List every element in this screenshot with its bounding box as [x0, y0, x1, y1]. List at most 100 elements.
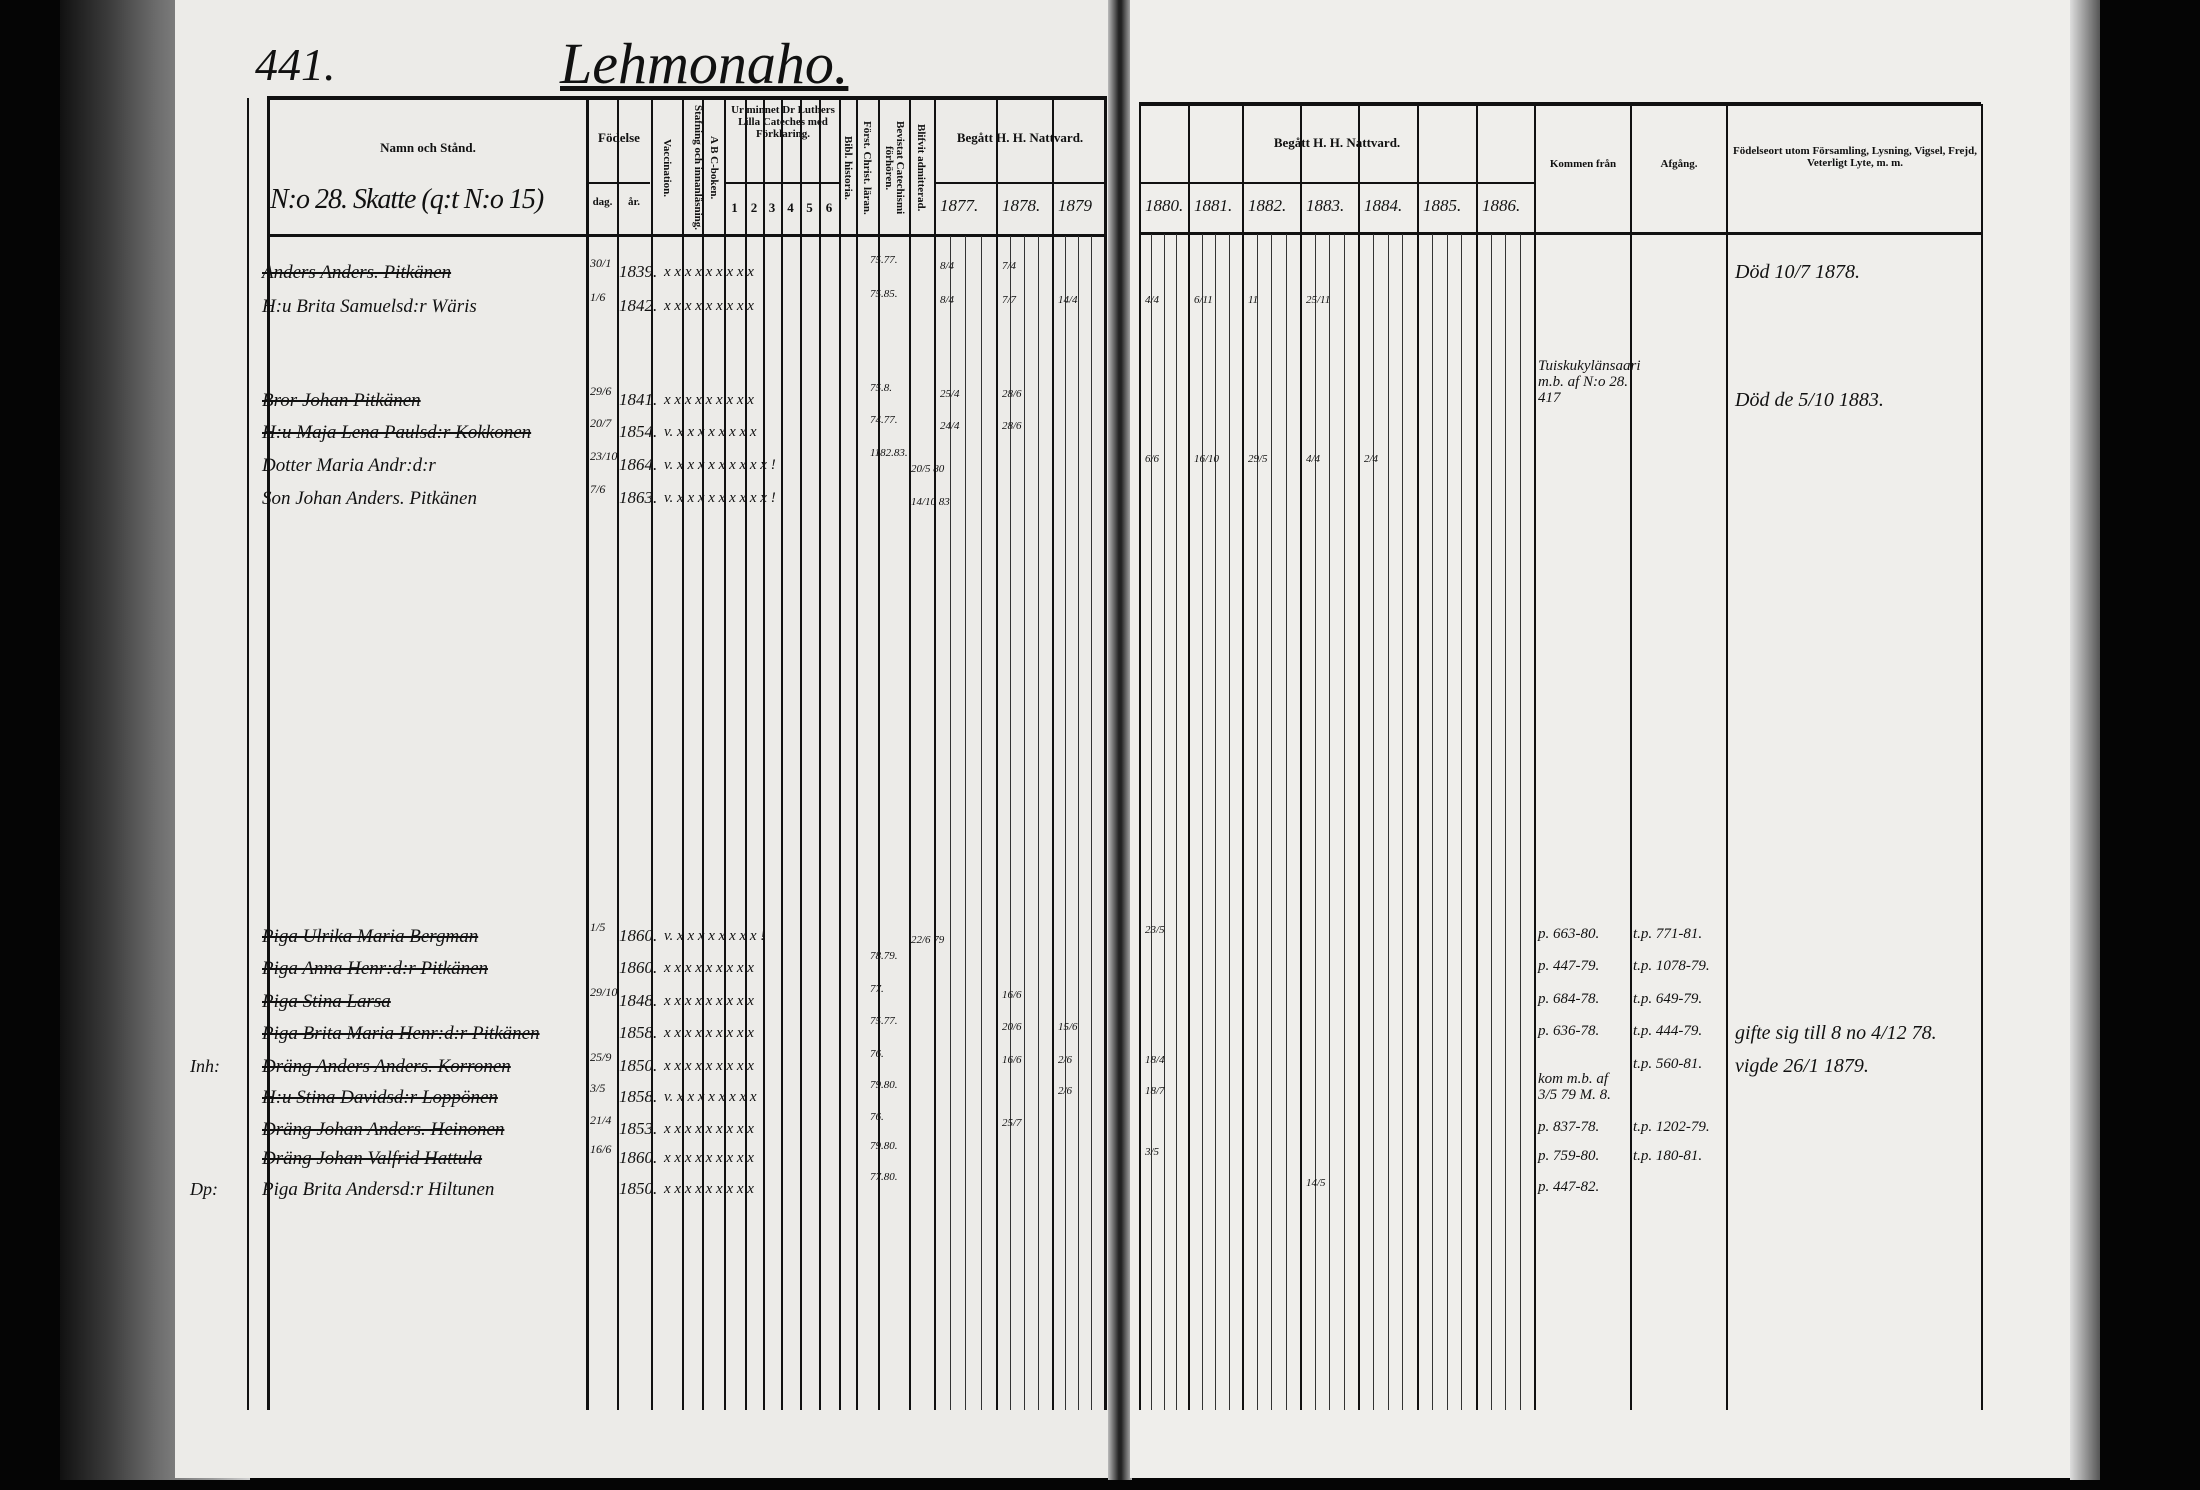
catechism-hearing: 76.: [870, 1111, 884, 1123]
grid-line: [1519, 234, 1521, 1410]
grid-line: [724, 98, 726, 1410]
register-note: gifte sig till 8 no 4/12 78.: [1735, 1022, 1937, 1044]
header-hearings: Bevistat Catechismi förhören.: [883, 121, 906, 215]
communion-1878: 28/6: [1002, 420, 1022, 432]
communion-1883: 4/4: [1306, 453, 1321, 465]
grid-line: [1534, 104, 1536, 1410]
header-abc: A B C-boken.: [708, 136, 720, 200]
header-year: 1879: [1058, 196, 1092, 215]
communion-1882: 11: [1248, 294, 1259, 306]
header-year: 1883.: [1306, 196, 1345, 215]
departure: t.p. 180-81.: [1633, 1148, 1703, 1164]
header-bottom-rule: [1139, 232, 1981, 235]
person-name: Piga Stina Larsa: [262, 991, 391, 1012]
reading-marks: v. x x x x x x x x: [664, 424, 757, 440]
grid-line: [781, 98, 783, 1410]
catechism-hearing: 77.80.: [870, 1171, 898, 1183]
header-year: 1886.: [1482, 196, 1521, 215]
grid-line: [856, 98, 858, 1410]
grid-line: [247, 98, 249, 1410]
grid-line: [1417, 104, 1419, 1410]
reading-marks: x x x x x x x x x: [664, 1121, 754, 1137]
birth-year: 1850.: [619, 1179, 658, 1198]
communion-1879: 14/4: [1058, 294, 1078, 306]
register-note: vigde 26/1 1879.: [1735, 1055, 1869, 1077]
grid-line: [1091, 236, 1092, 1410]
header-bible: Bibl. historia.: [842, 136, 854, 200]
birth-day: 23/10: [590, 449, 618, 463]
person-name: Piga Brita Maria Henr:d:r Pitkänen: [262, 1023, 540, 1044]
person-name: Bror Johan Pitkänen: [262, 390, 421, 411]
catechism-hearing: 79.80.: [870, 1079, 898, 1091]
grid-line: [1201, 234, 1203, 1410]
birth-day: 29/6: [590, 384, 612, 398]
birth-year: 1863.: [619, 488, 658, 507]
grid-line: [763, 98, 765, 1410]
communion-1880: 18/7: [1145, 1085, 1165, 1097]
household-label: N:o 28. Skatte (q:t N:o 15): [270, 184, 544, 215]
communion-1879: 2/6: [1058, 1054, 1073, 1066]
birth-year: 1839.: [619, 262, 658, 281]
communion-1883: 25/11: [1306, 294, 1331, 306]
register-note: Död de 5/10 1883.: [1735, 389, 1884, 411]
person-name: Anders Anders. Pitkänen: [262, 262, 452, 283]
catechism-hearing: 1182.83.: [870, 447, 908, 459]
reading-marks: x x x x x x x x x: [664, 1025, 754, 1041]
grid-line: [617, 98, 619, 1410]
grid-line: [1387, 234, 1389, 1410]
person-name: H:u Stina Davidsd:r Loppönen: [262, 1087, 498, 1108]
header-admitted: Blifvit admitterad.: [915, 124, 927, 212]
person-name: Piga Anna Henr:d:r Pitkänen: [262, 958, 489, 979]
header-vaccination: Vaccination.: [661, 139, 673, 197]
communion-1878: 20/6: [1002, 1021, 1022, 1033]
departure: t.p. 771-81.: [1633, 926, 1703, 942]
catechism-hearing: 78.79.: [870, 950, 898, 962]
catechism-hearing: 75.77.: [870, 1015, 898, 1027]
reading-marks: x x x x x x x x x: [664, 264, 754, 280]
came-from: p. 759-80.: [1538, 1148, 1600, 1164]
birth-year: 1848.: [619, 991, 658, 1010]
left-page: [175, 0, 1110, 1478]
person-name: Son Johan Anders. Pitkänen: [262, 488, 477, 509]
came-from: p. 663-80.: [1538, 926, 1600, 942]
departure: t.p. 444-79.: [1633, 1023, 1703, 1039]
header-came-from: Kommen från: [1549, 158, 1617, 170]
grid-line: [909, 98, 911, 1410]
grid-line: [1038, 236, 1039, 1410]
grid-line: [934, 98, 936, 1410]
grid-line: [1505, 234, 1506, 1410]
grid-line: [1300, 104, 1302, 1410]
birth-year: 1842.: [619, 296, 658, 315]
reading-marks: v. x x x x x x x x x !: [664, 457, 776, 473]
grid-line: [980, 236, 982, 1410]
header-catechism: Ur minnet Dr Luthers Lilla Cateches med …: [731, 104, 835, 140]
grid-line: [1461, 234, 1463, 1410]
admitted-date: 20/5 80: [911, 463, 945, 475]
grid-line: [1372, 234, 1374, 1410]
communion-1878: 16/6: [1002, 1054, 1022, 1066]
came-from: Tuiskukylänsaari m.b. af N:o 28. 417: [1538, 358, 1641, 406]
header-year: 1881.: [1194, 196, 1233, 215]
person-name: H:u Maja Lena Paulsd:r Kokkonen: [262, 422, 532, 443]
grid-line: [724, 182, 839, 184]
grid-line: [1010, 236, 1011, 1410]
grid-line: [745, 98, 747, 1410]
birth-year: 1858.: [619, 1023, 658, 1042]
header-departure: Afgång.: [1660, 158, 1698, 170]
reading-marks: x x x x x x x x x: [664, 298, 754, 314]
grid-line: [1402, 234, 1404, 1410]
grid-line: [1490, 234, 1492, 1410]
grid-line: [682, 98, 684, 1410]
header-notes: Födelseort utom Församling, Lysning, Vig…: [1733, 145, 1977, 169]
book-gutter: [1108, 0, 1132, 1480]
person-name: Dräng Johan Anders. Heinonen: [262, 1119, 505, 1140]
catechism-hearing: 77.: [870, 983, 884, 995]
person-name: H:u Brita Samuelsd:r Wäris: [262, 296, 477, 317]
reading-marks: v. x x x x x x x x !: [664, 928, 766, 944]
grid-line: [586, 98, 589, 1410]
departure: t.p. 1078-79.: [1633, 958, 1710, 974]
communion-1878: 7/7: [1002, 294, 1017, 306]
departure: t.p. 560-81.: [1633, 1056, 1703, 1072]
grid-line: [1104, 98, 1107, 1410]
header-catechism-part: 5: [806, 200, 813, 215]
